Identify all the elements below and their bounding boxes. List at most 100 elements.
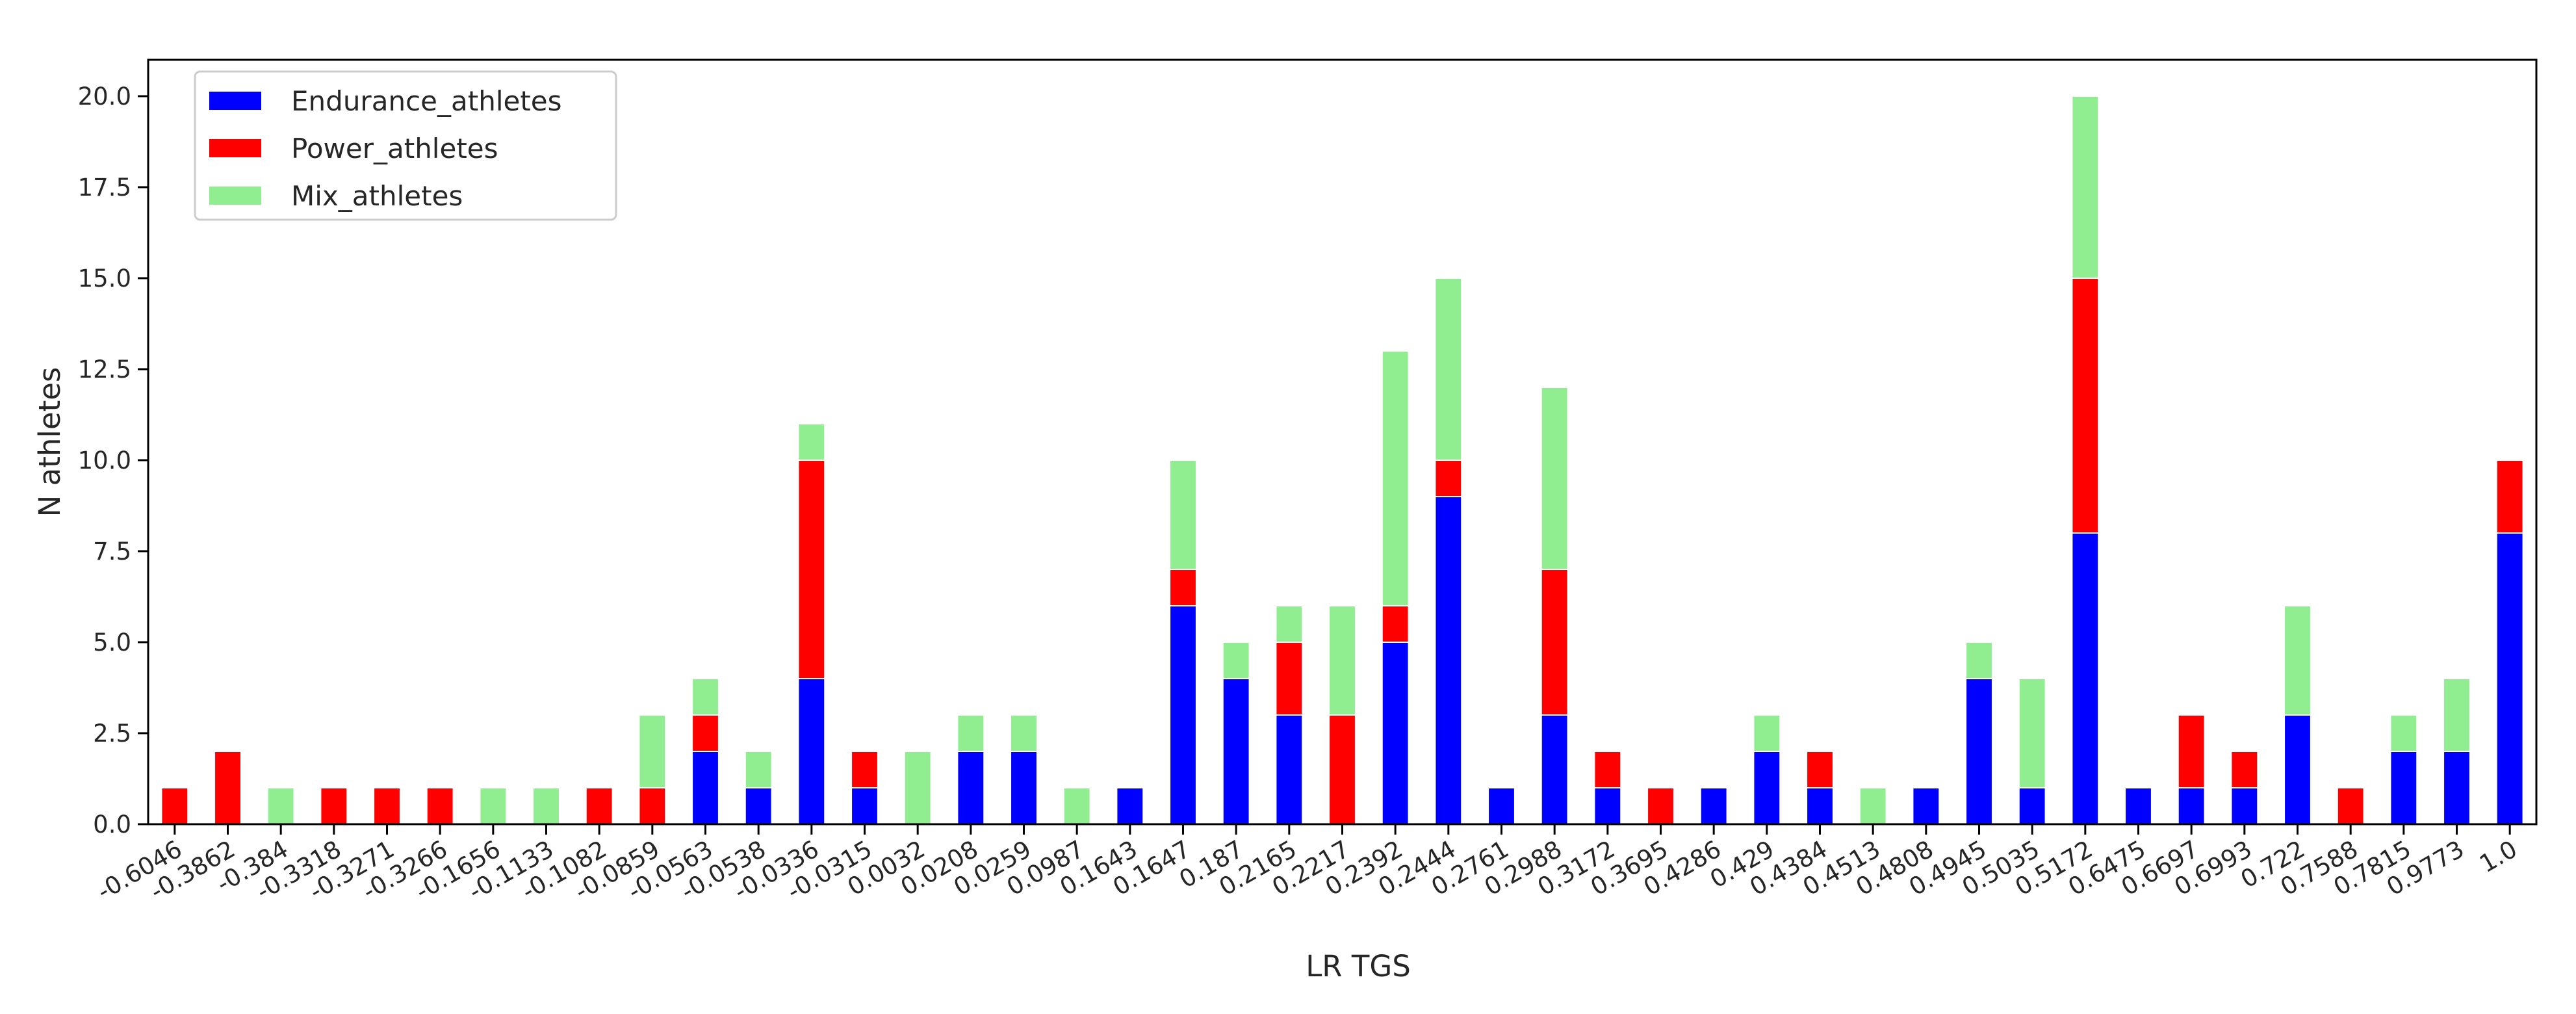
bars-layer — [161, 96, 2524, 825]
y-tick-label: 20.0 — [78, 83, 131, 110]
bar-endurance-athletes-37 — [2124, 787, 2152, 825]
bar-endurance-athletes-34 — [1965, 678, 1993, 825]
bar-power-athletes-1 — [214, 751, 242, 825]
bar-mix-athletes-19 — [1169, 460, 1197, 570]
bar-power-athletes-44 — [2495, 460, 2524, 534]
bar-mix-athletes-7 — [532, 787, 560, 825]
bar-mix-athletes-22 — [1328, 605, 1356, 716]
bar-endurance-athletes-39 — [2230, 787, 2259, 825]
bar-endurance-athletes-38 — [2177, 787, 2206, 825]
bar-power-athletes-41 — [2336, 787, 2365, 825]
bar-power-athletes-24 — [1434, 460, 1463, 497]
legend-swatch — [209, 187, 261, 205]
bar-endurance-athletes-31 — [1806, 787, 1834, 825]
bar-mix-athletes-2 — [266, 787, 295, 825]
bar-power-athletes-28 — [1647, 787, 1675, 825]
bar-endurance-athletes-16 — [1010, 751, 1038, 825]
legend-swatch — [209, 92, 261, 110]
bar-endurance-athletes-35 — [2018, 787, 2046, 825]
bar-power-athletes-36 — [2071, 278, 2100, 534]
bar-mix-athletes-15 — [957, 714, 985, 752]
y-axis-label: N athletes — [32, 367, 67, 517]
bar-endurance-athletes-21 — [1275, 714, 1304, 825]
bar-mix-athletes-9 — [638, 714, 667, 788]
bar-power-athletes-38 — [2177, 714, 2206, 788]
bar-endurance-athletes-30 — [1753, 751, 1781, 825]
bar-endurance-athletes-42 — [2389, 751, 2418, 825]
bar-power-athletes-22 — [1328, 714, 1356, 825]
bar-mix-athletes-21 — [1275, 605, 1304, 643]
x-axis-label: LR TGS — [1306, 949, 1411, 983]
bar-mix-athletes-11 — [744, 751, 773, 788]
bar-endurance-athletes-24 — [1434, 496, 1463, 825]
legend-label: Mix_athletes — [291, 180, 463, 212]
legend-box — [194, 70, 617, 221]
bar-endurance-athletes-27 — [1593, 787, 1622, 825]
bar-power-athletes-26 — [1540, 569, 1569, 716]
bar-power-athletes-12 — [797, 460, 826, 679]
plot-frame — [147, 58, 2538, 826]
bar-mix-athletes-26 — [1540, 387, 1569, 570]
bar-power-athletes-13 — [851, 751, 879, 788]
bar-power-athletes-21 — [1275, 642, 1304, 716]
bar-endurance-athletes-26 — [1540, 714, 1569, 825]
legend-label: Power_athletes — [291, 133, 498, 164]
y-axis: 0.0 2.5 5.0 7.5 10.0 12.5 15.0 17.5 20.0 — [78, 83, 148, 838]
legend-label: Endurance_athletes — [291, 85, 562, 117]
bar-mix-athletes-32 — [1859, 787, 1887, 825]
bar-power-athletes-31 — [1806, 751, 1834, 788]
bar-endurance-athletes-11 — [744, 787, 773, 825]
bar-mix-athletes-34 — [1965, 642, 1993, 679]
bar-mix-athletes-6 — [479, 787, 508, 825]
legend: Endurance_athletes Power_athletes Mix_athl… — [194, 70, 617, 221]
bar-power-athletes-9 — [638, 787, 667, 825]
x-axis: -0.6046-0.3862-0.384-0.3318-0.3271-0.326… — [92, 824, 2522, 905]
bar-endurance-athletes-36 — [2071, 532, 2100, 825]
x-tick-label: 1.0 — [2475, 835, 2521, 879]
bar-mix-athletes-43 — [2443, 678, 2471, 752]
bar-endurance-athletes-15 — [957, 751, 985, 825]
bar-endurance-athletes-29 — [1699, 787, 1728, 825]
bar-power-athletes-3 — [320, 787, 348, 825]
bar-power-athletes-10 — [691, 714, 719, 752]
bar-endurance-athletes-23 — [1381, 642, 1410, 825]
bar-endurance-athletes-12 — [797, 678, 826, 825]
bar-endurance-athletes-43 — [2443, 751, 2471, 825]
bar-mix-athletes-30 — [1753, 714, 1781, 752]
bar-endurance-athletes-40 — [2284, 714, 2312, 825]
bar-mix-athletes-23 — [1381, 350, 1410, 606]
bar-power-athletes-8 — [585, 787, 613, 825]
y-tick-label: 7.5 — [93, 538, 131, 566]
bar-power-athletes-4 — [373, 787, 401, 825]
bar-power-athletes-19 — [1169, 569, 1197, 606]
bar-mix-athletes-17 — [1063, 787, 1091, 825]
bar-endurance-athletes-19 — [1169, 605, 1197, 825]
y-tick-label: 0.0 — [93, 811, 131, 838]
bar-mix-athletes-35 — [2018, 678, 2046, 788]
bar-mix-athletes-14 — [903, 751, 932, 825]
bar-mix-athletes-10 — [691, 678, 719, 716]
bar-mix-athletes-40 — [2284, 605, 2312, 716]
bar-mix-athletes-12 — [797, 423, 826, 461]
bar-endurance-athletes-33 — [1912, 787, 1940, 825]
bar-power-athletes-5 — [426, 787, 454, 825]
y-tick-label: 15.0 — [78, 265, 131, 292]
y-tick-label: 12.5 — [78, 356, 131, 384]
bar-endurance-athletes-20 — [1222, 678, 1250, 825]
bar-power-athletes-27 — [1593, 751, 1622, 788]
bar-power-athletes-0 — [161, 787, 189, 825]
y-tick-label: 2.5 — [93, 720, 131, 748]
y-tick-label: 5.0 — [93, 629, 131, 656]
bar-mix-athletes-16 — [1010, 714, 1038, 752]
bar-mix-athletes-20 — [1222, 642, 1250, 679]
bar-endurance-athletes-25 — [1488, 787, 1515, 825]
bar-endurance-athletes-10 — [691, 751, 719, 825]
bar-power-athletes-39 — [2230, 751, 2259, 788]
y-tick-label: 10.0 — [78, 447, 131, 474]
bar-power-athletes-23 — [1381, 605, 1410, 643]
bar-endurance-athletes-13 — [851, 787, 879, 825]
bar-mix-athletes-42 — [2389, 714, 2418, 752]
y-tick-label: 17.5 — [78, 174, 131, 202]
legend-swatch — [209, 139, 261, 157]
